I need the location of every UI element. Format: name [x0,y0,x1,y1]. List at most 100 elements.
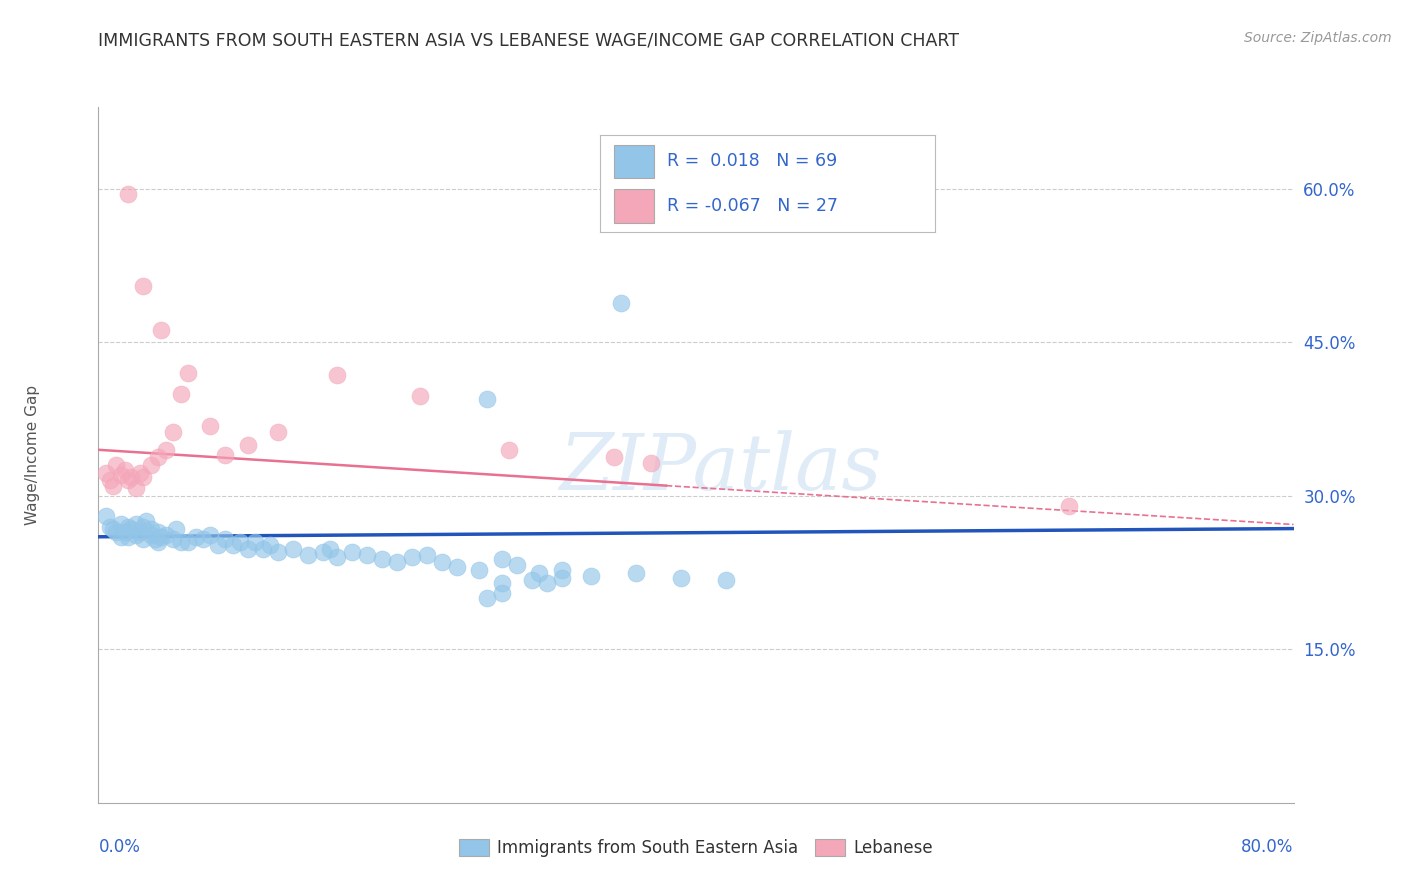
Point [326,550,349,565]
Point [117,187,139,202]
Point [100,519,122,533]
Point [252,542,274,557]
Point [200,419,222,434]
Point [207,538,229,552]
Point [132,532,155,546]
Text: 80.0%: 80.0% [1241,838,1294,855]
Point [117,474,139,488]
Point [468,562,491,576]
Point [114,463,136,477]
Point [94,467,117,481]
Text: Wage/Income Gap: Wage/Income Gap [25,384,41,525]
Point [148,535,170,549]
Point [148,524,170,539]
Point [165,522,187,536]
Text: Source: ZipAtlas.com: Source: ZipAtlas.com [1244,31,1392,45]
Text: 0.0%: 0.0% [98,838,141,855]
Point [385,555,409,569]
Point [169,386,191,401]
Point [110,468,132,483]
Point [640,456,662,470]
Point [319,542,342,557]
Point [155,527,177,541]
Point [342,545,364,559]
Point [191,532,214,546]
Point [626,566,648,580]
Point [150,530,173,544]
Point [491,575,513,590]
Point [475,392,498,406]
Point [125,517,148,532]
Point [132,519,155,533]
Point [356,548,378,562]
Point [236,542,259,557]
Point [117,519,139,533]
Point [177,535,200,549]
Point [110,517,132,532]
Legend: Immigrants from South Eastern Asia, Lebanese: Immigrants from South Eastern Asia, Leba… [453,832,939,864]
Point [714,573,737,587]
Point [550,562,572,576]
Point [105,458,128,472]
Point [1059,499,1081,513]
Point [371,552,394,566]
Point [527,566,550,580]
Point [148,450,170,464]
Point [184,530,207,544]
Point [162,532,184,546]
Point [236,438,259,452]
Point [506,558,529,573]
Point [114,524,136,539]
Point [222,538,245,552]
Point [129,524,152,539]
Point [177,366,200,380]
Text: IMMIGRANTS FROM SOUTH EASTERN ASIA VS LEBANESE WAGE/INCOME GAP CORRELATION CHART: IMMIGRANTS FROM SOUTH EASTERN ASIA VS LE… [98,31,959,49]
Point [117,530,139,544]
Point [200,527,222,541]
Point [120,522,142,536]
Point [103,478,125,492]
Text: ZIPatlas: ZIPatlas [558,431,882,507]
Point [267,545,290,559]
Point [135,515,157,529]
Point [581,568,603,582]
Point [139,527,162,541]
Point [536,575,558,590]
Point [150,323,173,337]
Point [110,530,132,544]
Point [491,552,513,566]
Point [139,522,162,536]
Point [408,388,430,402]
Point [120,470,142,484]
Point [105,524,128,539]
Point [267,425,290,440]
Point [610,296,633,310]
Point [311,545,333,559]
Point [281,542,304,557]
Point [430,555,453,569]
Point [491,586,513,600]
Point [125,527,148,541]
Point [132,279,155,293]
Point [162,425,184,440]
Point [155,442,177,457]
Point [520,573,543,587]
Point [401,550,423,565]
Point [245,535,267,549]
Point [169,535,191,549]
Point [143,532,166,546]
Point [603,450,626,464]
Point [125,481,148,495]
Point [129,467,152,481]
Point [103,522,125,536]
Point [475,591,498,606]
Point [498,442,520,457]
Point [326,368,349,383]
Point [94,509,117,524]
Point [214,448,236,462]
Point [550,571,572,585]
Point [669,571,692,585]
Point [214,532,236,546]
Point [100,474,122,488]
Point [259,538,281,552]
